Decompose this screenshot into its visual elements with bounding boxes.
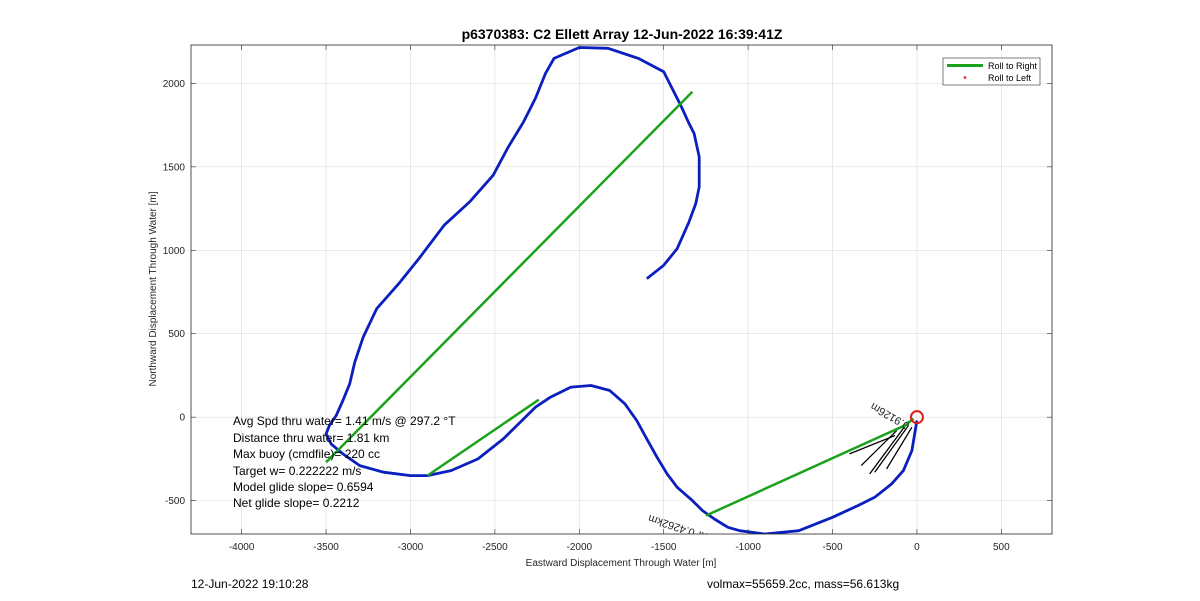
chart-title: p6370383: C2 Ellett Array 12-Jun-2022 16… (462, 26, 783, 42)
x-tick-label: -500 (823, 542, 843, 553)
x-tick-label: 500 (993, 542, 1010, 553)
track-line (324, 46, 919, 534)
y-tick-label: 2000 (163, 79, 186, 90)
x-tick-label: -3500 (313, 542, 339, 553)
x-tick-label: -3000 (398, 542, 424, 553)
x-tick-label: -2000 (567, 542, 593, 553)
plot-frame (190, 44, 1053, 535)
legend-roll-left-label: Roll to Left (988, 73, 1032, 83)
stat-net-glide: Net glide slope= 0.2212 (233, 496, 360, 510)
annotation-line (849, 434, 896, 455)
stats-block: Avg Spd thru water= 1.41 m/s @ 297.2 °T … (233, 414, 456, 510)
annotation-line (869, 423, 908, 475)
x-axis-label: Eastward Displacement Through Water [m] (526, 558, 717, 569)
y-tick-label: -500 (165, 496, 185, 507)
legend-box (942, 57, 1041, 86)
y-tick-label: 500 (168, 329, 185, 340)
legend-roll-left-swatch (963, 76, 967, 79)
y-axis-label: Northward Displacement Through Water [m] (148, 191, 159, 386)
annotation-line (886, 426, 913, 470)
y-tick-label: 1500 (163, 162, 186, 173)
x-tick-label: -1000 (735, 542, 761, 553)
stat-distance: Distance thru water= 1.81 km (233, 431, 389, 445)
y-tick-label: 1000 (163, 246, 186, 257)
footer-timestamp: 12-Jun-2022 19:10:28 (191, 577, 309, 591)
grid (191, 45, 1052, 534)
stat-target-w: Target w= 0.222222 m/s (233, 464, 361, 478)
roll-right-line (705, 422, 910, 517)
annotation-line (860, 430, 898, 467)
legend-roll-right-label: Roll to Right (988, 61, 1038, 71)
footer-volmax-mass: volmax=55659.2cc, mass=56.613kg (707, 577, 899, 591)
x-tick-label: -1500 (651, 542, 677, 553)
roll-right-line (325, 90, 694, 464)
stat-model-glide: Model glide slope= 0.6594 (233, 480, 374, 494)
x-tick-label: -2500 (482, 542, 508, 553)
roll-right-line (426, 398, 540, 477)
x-tick-label: -4000 (229, 542, 255, 553)
start-marker (909, 410, 924, 425)
stat-max-buoy: Max buoy (cmdfile)= 220 cc (233, 447, 380, 461)
ticks: -4000 -3500 -3000 -2500 -2000 -1500 -1000 -500 0… (163, 45, 1052, 553)
legend: Roll to Right Roll to Left (942, 57, 1041, 86)
x-tick-label: 0 (914, 542, 920, 553)
annotation-line (874, 425, 910, 473)
y-tick-label: 0 (179, 413, 185, 424)
stat-avg-speed: Avg Spd thru water= 1.41 m/s @ 297.2 °T (233, 414, 456, 428)
